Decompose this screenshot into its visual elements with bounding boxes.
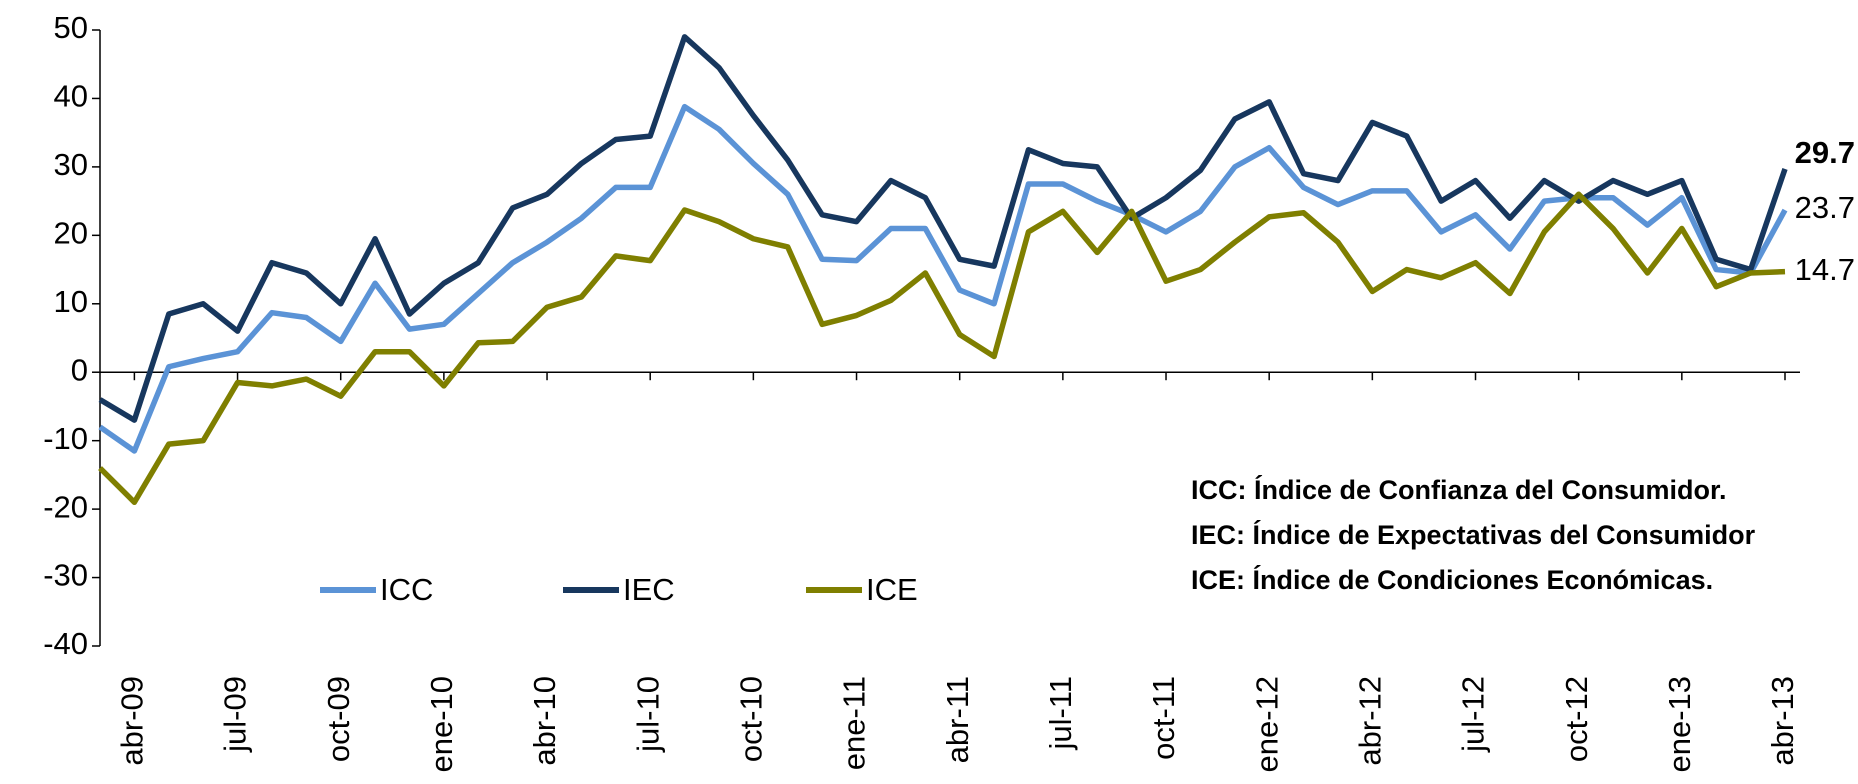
annotation: ICE: Índice de Condiciones Económicas.: [1191, 564, 1713, 595]
x-tick-label: oct-12: [1559, 676, 1594, 762]
x-tick-label: abr-12: [1353, 676, 1388, 766]
x-tick-label: abr-09: [115, 676, 150, 766]
legend-label: IEC: [623, 572, 675, 607]
series-line: [98, 191, 1786, 506]
y-tick-label: 40: [54, 79, 88, 114]
legend-label: ICE: [866, 572, 918, 607]
y-tick-label: 50: [54, 10, 88, 45]
end-label: 29.7: [1795, 135, 1855, 170]
annotation: IEC: Índice de Expectativas del Consumid…: [1191, 519, 1756, 550]
y-tick-label: -40: [43, 626, 88, 661]
y-tick-label: 20: [54, 216, 88, 251]
legend-label: ICC: [380, 572, 433, 607]
y-tick-label: -30: [43, 558, 88, 593]
y-tick-label: 10: [54, 284, 88, 319]
x-tick-label: ene-10: [424, 676, 459, 773]
x-tick-label: oct-10: [734, 676, 769, 762]
end-label: 14.7: [1795, 252, 1855, 287]
annotation: ICC: Índice de Confianza del Consumidor.: [1191, 474, 1727, 505]
series-line: [98, 103, 1788, 454]
x-tick-label: ene-11: [837, 676, 872, 770]
y-tick-label: 30: [54, 147, 88, 182]
x-tick-label: ene-12: [1249, 676, 1284, 773]
series-line: [98, 34, 1788, 423]
y-tick-label: -10: [43, 421, 88, 456]
x-tick-label: jul-10: [630, 676, 665, 753]
end-label: 23.7: [1795, 190, 1855, 225]
x-tick-label: jul-12: [1456, 676, 1491, 753]
x-tick-label: oct-11: [1146, 676, 1181, 760]
x-tick-label: abr-10: [527, 676, 562, 766]
x-tick-label: jul-11: [1043, 676, 1078, 751]
x-tick-label: jul-09: [218, 676, 253, 753]
x-tick-label: abr-13: [1765, 676, 1800, 766]
y-tick-label: -20: [43, 489, 88, 524]
x-tick-label: ene-13: [1662, 676, 1697, 773]
y-tick-label: 0: [71, 352, 88, 387]
x-tick-label: oct-09: [321, 676, 356, 762]
x-tick-label: abr-11: [940, 676, 975, 763]
